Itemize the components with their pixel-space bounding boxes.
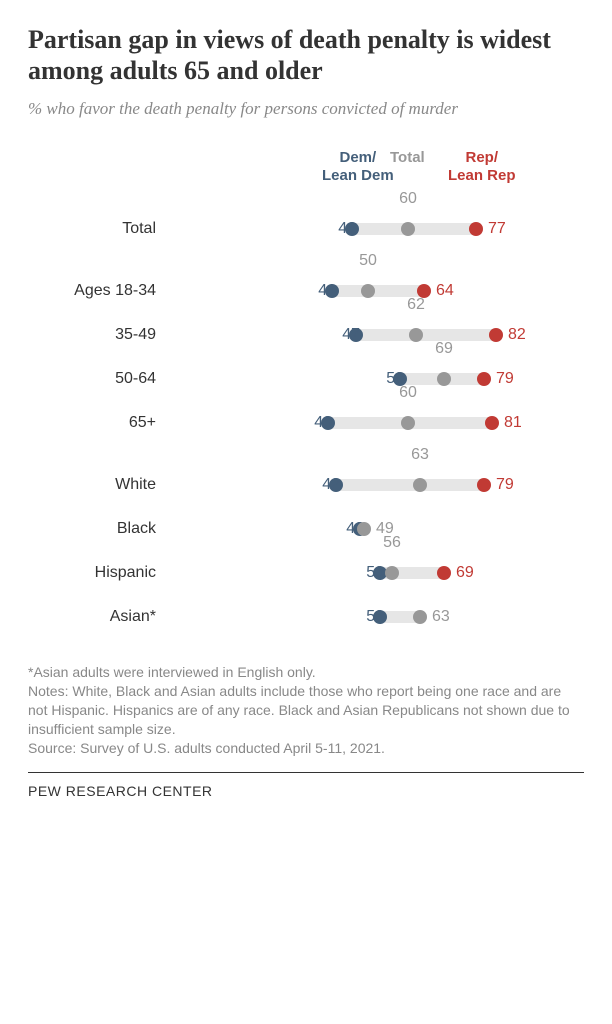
row-plot: 466077: [168, 207, 584, 251]
total-dot: [385, 566, 399, 580]
legend-total: Total: [390, 149, 425, 166]
rep-dot: [477, 372, 491, 386]
total-value: 62: [407, 296, 425, 314]
table-row: 50-64586979: [28, 357, 584, 401]
table-row: 65+406081: [28, 401, 584, 445]
divider: [28, 772, 584, 773]
row-plot: 415064: [168, 269, 584, 313]
row-plot: 426379: [168, 463, 584, 507]
table-row: Hispanic535669: [28, 551, 584, 595]
rep-value: 79: [496, 370, 514, 388]
total-value: 63: [432, 608, 450, 626]
total-dot: [361, 284, 375, 298]
row-plot: 53 63: [168, 595, 584, 639]
row-label: 65+: [28, 414, 168, 432]
total-value: 69: [435, 340, 453, 358]
legend-rep: Rep/Lean Rep: [448, 149, 516, 184]
total-dot: [413, 478, 427, 492]
rep-value: 81: [504, 414, 522, 432]
row-plot: 476282: [168, 313, 584, 357]
dem-value: 41: [318, 282, 336, 300]
total-value: 50: [359, 252, 377, 270]
total-dot: [401, 222, 415, 236]
table-row: White426379: [28, 463, 584, 507]
table-row: 35-49476282: [28, 313, 584, 357]
row-plot: 535669: [168, 551, 584, 595]
row-label: Hispanic: [28, 564, 168, 582]
total-value: 60: [399, 190, 417, 208]
row-label: Black: [28, 520, 168, 538]
rep-dot: [469, 222, 483, 236]
total-dot: [401, 416, 415, 430]
row-label: 50-64: [28, 370, 168, 388]
table-row: Asian* 53 63: [28, 595, 584, 639]
total-dot: [357, 522, 371, 536]
total-dot: [413, 610, 427, 624]
rep-dot: [485, 416, 499, 430]
rep-dot: [477, 478, 491, 492]
chart-legend: Dem/Lean DemTotal Rep/Lean Rep: [28, 149, 584, 189]
row-label: White: [28, 476, 168, 494]
dem-value: 53: [366, 564, 384, 582]
total-value: 63: [411, 446, 429, 464]
rep-value: 77: [488, 220, 506, 238]
row-label: 35-49: [28, 326, 168, 344]
row-plot: 4849: [168, 507, 584, 551]
rep-dot: [437, 566, 451, 580]
rep-value: 69: [456, 564, 474, 582]
legend-dem: Dem/Lean Dem: [322, 149, 394, 184]
row-plot: 406081: [168, 401, 584, 445]
attribution: PEW RESEARCH CENTER: [28, 783, 584, 799]
rep-value: 64: [436, 282, 454, 300]
rep-value: 79: [496, 476, 514, 494]
table-row: Total466077: [28, 207, 584, 251]
chart-title: Partisan gap in views of death penalty i…: [28, 24, 584, 86]
rep-dot: [489, 328, 503, 342]
table-row: Ages 18-34415064: [28, 269, 584, 313]
row-plot: 586979: [168, 357, 584, 401]
dem-value: 47: [342, 326, 360, 344]
dot-plot-chart: Dem/Lean DemTotalRep/Lean Rep Total46607…: [28, 149, 584, 639]
row-label: Asian*: [28, 608, 168, 626]
row-label: Total: [28, 220, 168, 238]
total-value: 56: [383, 534, 401, 552]
rep-value: 82: [508, 326, 526, 344]
dem-value: 46: [338, 220, 356, 238]
total-dot: [409, 328, 423, 342]
table-row: Black4849: [28, 507, 584, 551]
dem-value: 42: [322, 476, 340, 494]
total-dot: [437, 372, 451, 386]
dem-value: 53: [366, 608, 384, 626]
row-label: Ages 18-34: [28, 282, 168, 300]
chart-subtitle: % who favor the death penalty for person…: [28, 98, 584, 121]
total-value: 60: [399, 384, 417, 402]
chart-notes: *Asian adults were interviewed in Englis…: [28, 663, 584, 757]
dem-value: 40: [314, 414, 332, 432]
